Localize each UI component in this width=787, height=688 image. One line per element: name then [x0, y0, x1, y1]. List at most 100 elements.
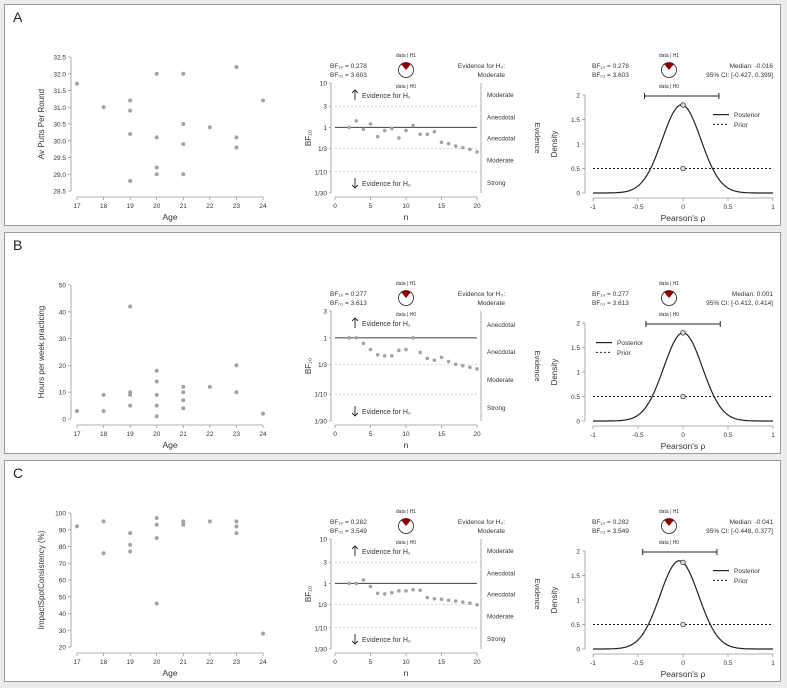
evidence-for-text: Evidence for H₀:	[458, 519, 505, 526]
x-tick-label: 22	[206, 659, 214, 666]
x-tick-label: 22	[206, 431, 214, 438]
bf-point	[439, 597, 444, 602]
data-point	[261, 631, 265, 636]
panel-letter: C	[13, 465, 24, 481]
y-tick-label: 20	[59, 645, 67, 652]
data-point	[101, 519, 106, 524]
x-tick-label: 20	[473, 659, 481, 666]
x-tick-label: 20	[153, 431, 161, 438]
evidence-axis-label: Evidence	[533, 123, 542, 154]
x-tick-label: 19	[127, 431, 135, 438]
data-point	[128, 132, 133, 137]
bf-point	[375, 352, 380, 357]
panel-letter: B	[13, 237, 23, 253]
x-tick-label: 5	[369, 203, 373, 210]
evidence-for-text: Evidence for H₀:	[458, 291, 505, 298]
y-tick-label: 31.0	[53, 105, 66, 112]
arrow-up-icon	[351, 545, 359, 556]
y-axis-label: BF₁₀	[304, 586, 313, 602]
y-tick-label: 1/3	[318, 362, 327, 369]
y-tick-label: 1/30	[314, 646, 327, 653]
x-axis-label: Age	[162, 668, 177, 678]
x-tick-label: 17	[73, 659, 81, 666]
legend-prior-label: Prior	[734, 122, 749, 129]
bf01-text: BF₀₁ = 3.603	[592, 72, 629, 79]
x-tick-label: 24	[259, 431, 267, 438]
evidence-category-label: Anecdotal	[487, 322, 515, 329]
bf-point	[432, 129, 437, 134]
bf-point	[390, 353, 394, 358]
bf-point	[425, 132, 430, 137]
y-tick-label: 1.5	[571, 345, 580, 352]
data-point	[154, 414, 159, 419]
arrow-down-icon	[351, 406, 359, 417]
y-tick-label: 32.5	[53, 55, 66, 62]
bf10-text: BF₁₀ = 0.282	[330, 519, 367, 526]
evidence-category-label: Anecdotal	[487, 349, 515, 356]
y-tick-label: 1/30	[314, 190, 327, 197]
x-tick-label: 5	[369, 431, 373, 438]
x-tick-label: 18	[100, 203, 108, 210]
y-tick-label: 0	[576, 647, 580, 654]
x-tick-label: 20	[473, 203, 481, 210]
evidence-category-label: Strong	[487, 405, 506, 412]
legend-prior-label: Prior	[734, 578, 749, 585]
evidence-category-label: Moderate	[487, 158, 514, 165]
bf01-text: BF₀₁ = 3.603	[330, 72, 367, 79]
y-tick-label: 30.5	[53, 122, 66, 129]
bf-point	[347, 125, 352, 130]
evidence-category-label: Moderate	[487, 92, 514, 99]
bf-point	[411, 123, 415, 128]
bf-point	[418, 350, 423, 355]
data-point	[75, 408, 79, 413]
x-tick-label: 23	[233, 659, 241, 666]
y-tick-label: 10	[59, 390, 67, 397]
arrow-down-label: Evidence for H₀	[362, 409, 411, 416]
data-point	[154, 516, 159, 521]
data-point	[75, 524, 79, 529]
legend-posterior-label: Posterior	[734, 568, 761, 575]
x-tick-label: 0	[333, 659, 337, 666]
x-tick-label: 23	[233, 431, 241, 438]
evidence-axis-label: Evidence	[533, 351, 542, 382]
bf-point	[347, 336, 352, 340]
wheel-h1-label: data | H1	[659, 53, 679, 59]
ci-text: 95% CI: [-0.427, 0.399]	[706, 72, 773, 79]
bf10-text: BF₁₀ = 0.277	[330, 291, 367, 298]
data-point	[154, 368, 159, 373]
data-point	[75, 81, 79, 86]
y-axis-label: Hours per week practicing	[37, 306, 46, 398]
evidence-axis-label: Evidence	[533, 579, 542, 610]
y-tick-label: 29.5	[53, 155, 66, 162]
x-tick-label: 19	[127, 659, 135, 666]
bf-point	[404, 347, 408, 352]
data-point	[128, 178, 133, 183]
bf-point	[361, 341, 366, 346]
evidence-for-text: Evidence for H₀:	[458, 63, 505, 70]
y-tick-label: 80	[59, 544, 67, 551]
x-tick-label: 18	[100, 659, 108, 666]
evidence-strength-text: Moderate	[478, 300, 506, 307]
bf-point	[382, 128, 387, 133]
x-axis-label: Age	[162, 440, 177, 450]
data-point	[101, 392, 106, 397]
x-tick-label: 0	[681, 660, 685, 667]
posterior-at-zero-point	[680, 330, 686, 336]
x-tick-label: 0	[333, 203, 337, 210]
ci-text: 95% CI: [-0.448, 0.377]	[706, 528, 773, 535]
prior-at-zero-point	[680, 393, 686, 400]
wheel-h1-label: data | H1	[659, 281, 679, 287]
data-point	[261, 98, 265, 103]
data-point	[181, 122, 186, 126]
data-point	[101, 105, 106, 110]
data-point	[154, 392, 159, 397]
data-point	[154, 536, 159, 541]
bf-point	[453, 144, 458, 148]
y-tick-label: 90	[59, 527, 67, 534]
arrow-down-label: Evidence for H₀	[362, 637, 411, 644]
y-tick-label: 50	[59, 283, 67, 290]
x-tick-label: 10	[402, 431, 410, 438]
bf-point	[425, 356, 430, 361]
legend-posterior-label: Posterior	[617, 340, 644, 347]
evidence-strength-text: Moderate	[478, 528, 506, 535]
